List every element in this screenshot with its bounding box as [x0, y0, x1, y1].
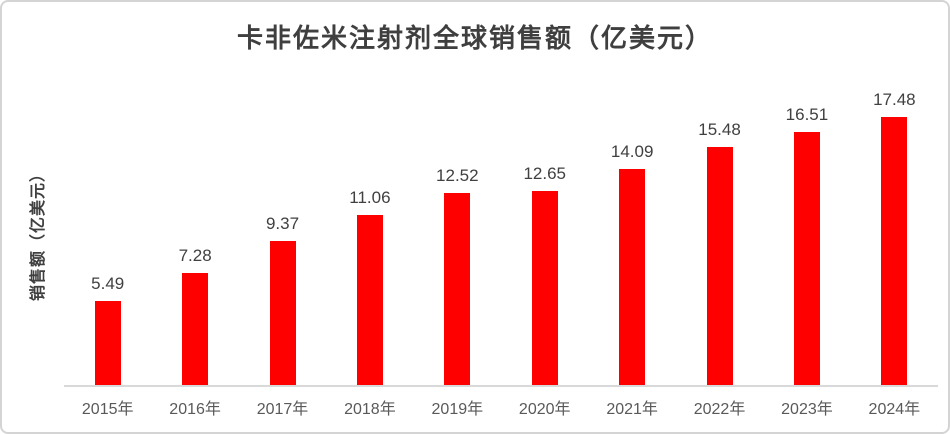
bar-column: 17.48: [851, 80, 938, 385]
plot-area: 5.49 7.28 9.37 11.06 12.52 12.65 14.09 15.48 16.…: [64, 80, 938, 387]
bar: [619, 169, 646, 385]
bar: [182, 273, 209, 385]
bar-value-label: 7.28: [178, 246, 212, 265]
x-axis: 2015年 2016年 2017年 2018年 2019年 2020年 2021年 2022年…: [64, 395, 938, 419]
bar-column: 5.49: [64, 80, 151, 385]
bar-column: 7.28: [151, 80, 238, 385]
bar: [706, 147, 733, 385]
bar: [269, 241, 296, 385]
bar-value-label: 11.06: [349, 188, 391, 207]
bar: [881, 117, 908, 385]
x-tick-label: 2015年: [81, 401, 134, 418]
x-tick-label: 2022年: [693, 401, 746, 418]
x-tick-label: 2018年: [344, 401, 396, 418]
bar-column: 12.52: [414, 80, 501, 385]
bar-value-label: 12.52: [436, 166, 479, 185]
x-tick-label: 2023年: [781, 401, 833, 418]
x-tick-label: 2017年: [256, 401, 309, 418]
y-axis-label: 销售额（亿美元）: [30, 164, 47, 302]
bar-column: 9.37: [239, 80, 326, 385]
bar-value-label: 15.48: [698, 120, 741, 139]
bar: [94, 301, 121, 385]
x-tick-label: 2019年: [431, 401, 484, 418]
x-tick-label: 2016年: [169, 401, 221, 418]
bar: [444, 193, 471, 385]
bar-column: 12.65: [501, 80, 588, 385]
bar-column: 14.09: [588, 80, 675, 385]
bar-value-label: 5.49: [91, 274, 125, 293]
chart-title: 卡非佐米注射剂全球销售额（亿美元）: [236, 24, 713, 53]
bar-value-label: 9.37: [265, 214, 300, 233]
bar-column: 11.06: [326, 80, 413, 385]
bar: [531, 191, 558, 385]
bar-column: 16.51: [763, 80, 850, 385]
x-tick-label: 2020年: [518, 401, 571, 418]
bar-value-label: 17.48: [873, 90, 916, 109]
bar-value-label: 14.09: [610, 142, 654, 161]
bar-value-label: 12.65: [523, 164, 566, 183]
bar-value-label: 16.51: [785, 105, 829, 124]
x-tick-label: 2021年: [606, 401, 658, 418]
bar-column: 15.48: [676, 80, 763, 385]
bar: [793, 132, 820, 385]
bar: [356, 215, 383, 385]
x-tick-label: 2024年: [868, 401, 921, 418]
